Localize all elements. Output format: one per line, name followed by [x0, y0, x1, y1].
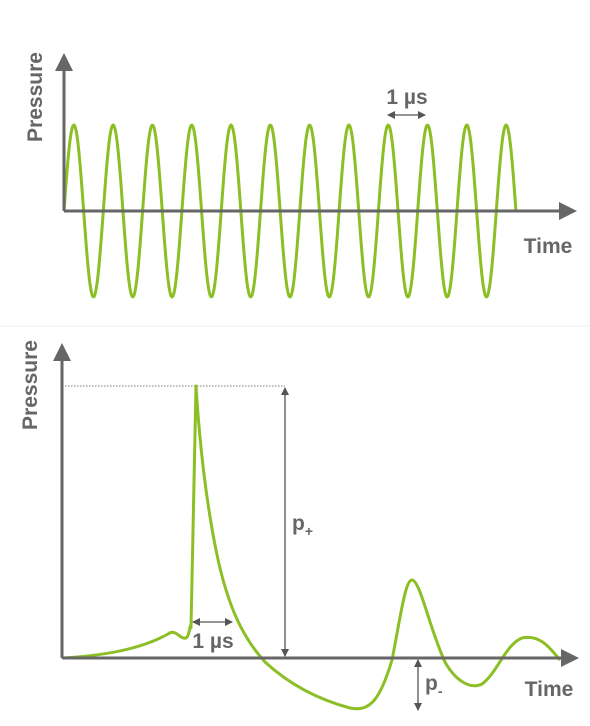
shock-wave	[61, 384, 562, 711]
subscript: +	[305, 523, 313, 539]
positive-peak-label: p+	[292, 512, 313, 539]
sine-wave	[62, 123, 518, 299]
interval-label: 1 µs	[386, 86, 427, 109]
symbol: p	[292, 512, 305, 535]
symbol: p	[425, 672, 438, 695]
interval-label: 1 µs	[192, 630, 233, 653]
top-panel: Pressure Time 1 µs	[24, 52, 577, 299]
negative-peak-label: p-	[425, 672, 443, 699]
y-label: Pressure	[19, 340, 42, 430]
y-label: Pressure	[24, 52, 47, 142]
bottom-panel: Pressure Time 1 µs p+ p-	[19, 340, 579, 711]
x-label: Time	[525, 678, 574, 701]
x-label: Time	[524, 235, 573, 258]
subscript: -	[438, 683, 443, 699]
